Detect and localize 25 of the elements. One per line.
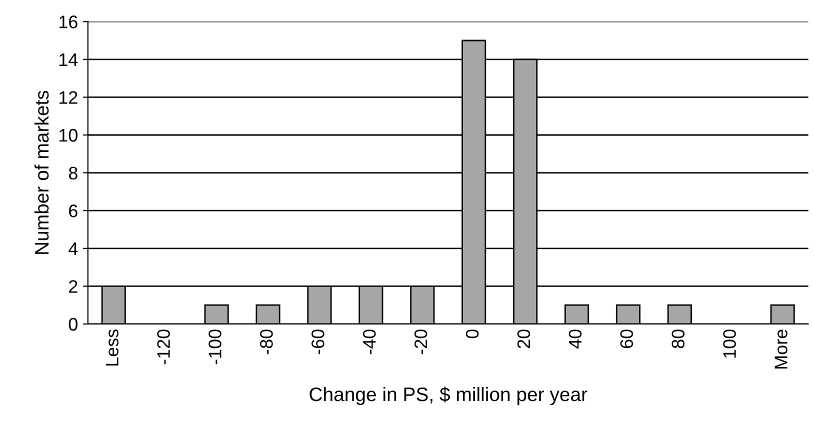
x-tick-label: 40 xyxy=(568,330,582,349)
y-tick-label: 12 xyxy=(59,91,78,104)
x-tick-label: -20 xyxy=(414,330,428,354)
x-tick-label: 100 xyxy=(723,330,736,358)
y-tick-label: 6 xyxy=(69,204,78,218)
y-tick-label: 2 xyxy=(69,280,78,293)
x-tick-label: More xyxy=(774,330,788,369)
y-tick-label: 8 xyxy=(68,166,78,180)
y-tick-label: 16 xyxy=(59,16,78,28)
x-tick-label: -60 xyxy=(312,330,324,354)
y-tick-label: 0 xyxy=(68,318,78,331)
x-axis-title: Change in PS, $ million per year xyxy=(310,386,588,406)
x-tick-label: 60 xyxy=(620,330,634,348)
y-tick-label: 14 xyxy=(59,54,78,66)
x-tick-label: -100 xyxy=(208,330,222,364)
x-tick-label: 80 xyxy=(672,330,685,348)
x-tick-label: -80 xyxy=(260,330,273,354)
x-tick-label: 20 xyxy=(517,330,530,348)
x-tick-label: 0 xyxy=(466,330,479,338)
x-tick-label: -120 xyxy=(157,330,170,364)
x-tick-label: -40 xyxy=(362,330,376,354)
x-tick-label: Less xyxy=(106,330,118,366)
y-tick-label: 10 xyxy=(59,128,78,142)
y-tick-label: 4 xyxy=(68,242,78,255)
y-axis-title: Number of markets xyxy=(34,90,49,254)
